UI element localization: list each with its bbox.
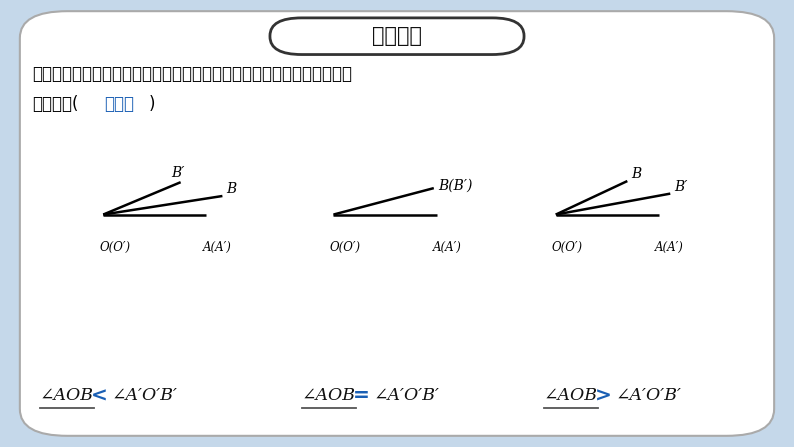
FancyBboxPatch shape xyxy=(20,11,774,436)
Text: B(B′): B(B′) xyxy=(437,179,472,193)
Text: ∠A′O′B′: ∠A′O′B′ xyxy=(111,387,177,404)
Text: ∠AOB: ∠AOB xyxy=(544,387,598,404)
Text: <: < xyxy=(91,386,108,405)
Text: =: = xyxy=(353,386,370,405)
Text: O(O′): O(O′) xyxy=(552,241,583,254)
Text: ∠A′O′B′: ∠A′O′B′ xyxy=(373,387,439,404)
Text: 自学导航: 自学导航 xyxy=(372,26,422,46)
Text: A(A′): A(A′) xyxy=(433,241,461,254)
Text: ∠A′O′B′: ∠A′O′B′ xyxy=(615,387,681,404)
Text: B: B xyxy=(631,167,642,181)
Text: 也可以把它们的一条边叠合在一起，通过观察另一条边的位置来比较两个: 也可以把它们的一条边叠合在一起，通过观察另一条边的位置来比较两个 xyxy=(32,65,352,83)
Text: O(O′): O(O′) xyxy=(99,241,130,254)
Text: B: B xyxy=(226,182,237,196)
Text: >: > xyxy=(595,386,612,405)
Text: 叠合法: 叠合法 xyxy=(104,95,134,113)
Text: 角的大小(: 角的大小( xyxy=(32,95,78,113)
Text: B′: B′ xyxy=(674,180,688,194)
Text: B′: B′ xyxy=(172,166,184,180)
Text: ): ) xyxy=(148,95,155,113)
FancyBboxPatch shape xyxy=(270,18,524,55)
Text: A(A′): A(A′) xyxy=(655,241,684,254)
Text: A(A′): A(A′) xyxy=(202,241,231,254)
Text: ∠AOB: ∠AOB xyxy=(40,387,94,404)
Text: ∠AOB: ∠AOB xyxy=(302,387,356,404)
Text: O(O′): O(O′) xyxy=(330,241,360,254)
